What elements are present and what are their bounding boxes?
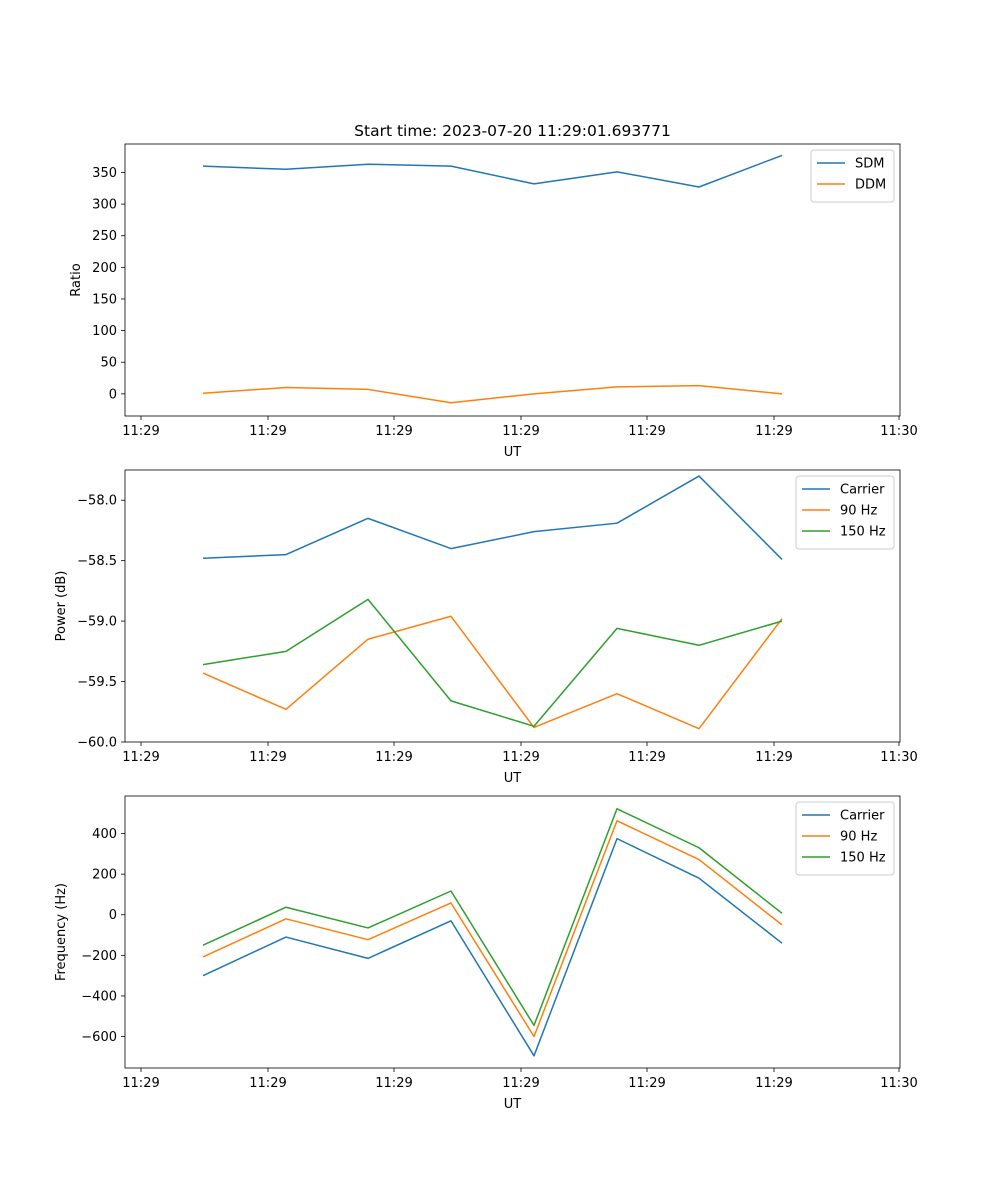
series-line-90-hz bbox=[202, 820, 783, 1038]
plot-frame bbox=[124, 469, 901, 743]
x-tick-label: 11:29 bbox=[249, 1076, 286, 1091]
y-tick-label: 200 bbox=[92, 868, 117, 883]
x-tick-label: 11:29 bbox=[249, 750, 286, 765]
x-tick-label: 11:29 bbox=[122, 424, 159, 439]
legend-label: 90 Hz bbox=[840, 830, 877, 845]
x-axis-label: UT bbox=[504, 771, 522, 786]
x-tick-label: 11:29 bbox=[502, 750, 539, 765]
series-line-150-hz bbox=[202, 598, 783, 728]
x-tick-label: 11:29 bbox=[502, 424, 539, 439]
legend-label: Carrier bbox=[840, 483, 885, 498]
x-tick-label: 11:29 bbox=[375, 750, 412, 765]
series-line-carrier bbox=[202, 475, 783, 560]
y-tick-label: 0 bbox=[109, 387, 117, 402]
chart-panel-3: 11:29 11:29 11:29 11:29 11:29 11:29 11:30 UT −60… bbox=[54, 795, 918, 1112]
legend-label: SDM bbox=[855, 157, 884, 172]
y-axis-label: Ratio bbox=[69, 263, 84, 296]
x-axis-label: UT bbox=[504, 445, 522, 460]
x-tick-label: 11:29 bbox=[755, 750, 792, 765]
legend-label: DDM bbox=[855, 178, 886, 193]
y-tick-label: −59.5 bbox=[77, 675, 117, 690]
y-tick-label: −600 bbox=[81, 1030, 117, 1045]
x-axis-label: UT bbox=[504, 1097, 522, 1112]
legend-label: Carrier bbox=[840, 809, 885, 824]
x-tick-label: 11:29 bbox=[502, 1076, 539, 1091]
plot-frame bbox=[124, 795, 901, 1069]
chart-panel-2: 11:29 11:29 11:29 11:29 11:29 11:29 11:30 UT −60… bbox=[54, 469, 918, 786]
legend-label: 150 Hz bbox=[840, 851, 886, 866]
series-line-ddm bbox=[202, 384, 783, 404]
y-tick-label: 250 bbox=[92, 229, 117, 244]
x-tick-label: 11:29 bbox=[249, 424, 286, 439]
y-tick-label: 100 bbox=[92, 324, 117, 339]
x-tick-label: 11:29 bbox=[755, 1076, 792, 1091]
y-tick-label: 200 bbox=[92, 261, 117, 276]
series-line-90-hz bbox=[202, 615, 783, 730]
y-tick-label: 400 bbox=[92, 827, 117, 842]
plot-frame bbox=[124, 143, 901, 417]
y-tick-label: −400 bbox=[81, 989, 117, 1004]
y-tick-label: 350 bbox=[92, 166, 117, 181]
y-tick-label: 150 bbox=[92, 292, 117, 307]
series-line-sdm bbox=[202, 154, 783, 188]
x-tick-label: 11:29 bbox=[375, 424, 412, 439]
y-tick-label: −60.0 bbox=[77, 736, 117, 751]
x-tick-label: 11:30 bbox=[880, 750, 917, 765]
x-tick-label: 11:29 bbox=[628, 424, 665, 439]
x-tick-label: 11:29 bbox=[628, 1076, 665, 1091]
x-tick-label: 11:29 bbox=[122, 750, 159, 765]
legend: Carrier 90 Hz 150 Hz bbox=[795, 475, 895, 550]
x-tick-label: 11:30 bbox=[880, 1076, 917, 1091]
y-tick-label: −200 bbox=[81, 949, 117, 964]
legend: SDM DDM bbox=[810, 149, 895, 203]
legend-label: 90 Hz bbox=[840, 504, 877, 519]
x-tick-label: 11:29 bbox=[755, 424, 792, 439]
y-tick-label: −58.5 bbox=[77, 554, 117, 569]
chart-panel-1: Start time: 2023-07-20 11:29:01.693771 11… bbox=[69, 122, 918, 460]
y-axis-label: Frequency (Hz) bbox=[54, 883, 69, 981]
x-tick-label: 11:29 bbox=[122, 1076, 159, 1091]
y-tick-label: 50 bbox=[100, 356, 117, 371]
x-tick-label: 11:29 bbox=[375, 1076, 412, 1091]
y-tick-label: −58.0 bbox=[77, 494, 117, 509]
chart-title: Start time: 2023-07-20 11:29:01.693771 bbox=[354, 122, 671, 140]
y-tick-label: 300 bbox=[92, 198, 117, 213]
x-tick-label: 11:29 bbox=[628, 750, 665, 765]
y-tick-label: −59.0 bbox=[77, 615, 117, 630]
series-line-carrier bbox=[202, 837, 783, 1057]
series-line-150-hz bbox=[202, 808, 783, 1027]
x-tick-label: 11:30 bbox=[880, 424, 917, 439]
y-axis-label: Power (dB) bbox=[54, 571, 69, 642]
legend: Carrier 90 Hz 150 Hz bbox=[795, 801, 895, 876]
legend-label: 150 Hz bbox=[840, 525, 886, 540]
y-tick-label: 0 bbox=[109, 908, 117, 923]
